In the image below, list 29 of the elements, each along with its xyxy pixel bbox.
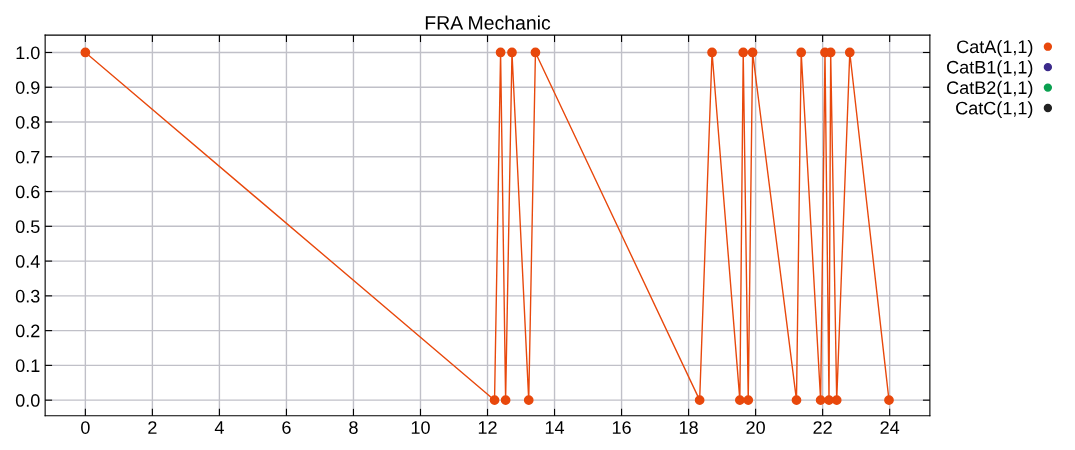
legend-label: CatA(1,1) bbox=[957, 39, 1033, 57]
y-tick-label: 0.6 bbox=[15, 185, 40, 199]
x-tick-label: 18 bbox=[679, 421, 698, 434]
x-tick-label: 6 bbox=[282, 421, 291, 434]
x-tick-label: 16 bbox=[612, 421, 631, 434]
x-tick-label: 12 bbox=[478, 421, 497, 434]
y-tick-label: 0.8 bbox=[15, 115, 40, 129]
x-tick-label: 4 bbox=[214, 421, 224, 434]
y-tick-label: 0.2 bbox=[15, 324, 40, 338]
y-tick-label: 0.7 bbox=[15, 150, 40, 164]
y-tick-label: 0.3 bbox=[15, 289, 40, 303]
y-tick-label: 0.9 bbox=[15, 81, 40, 94]
x-tick-label: 20 bbox=[746, 421, 765, 434]
x-tick-label: 14 bbox=[545, 421, 565, 434]
x-tick-label: 24 bbox=[880, 421, 900, 434]
y-tick-label: 0.1 bbox=[15, 359, 40, 373]
x-tick-label: 2 bbox=[148, 421, 157, 434]
y-tick-label: 0.5 bbox=[15, 220, 40, 234]
y-tick-label: 0.0 bbox=[15, 394, 40, 407]
legend-label: CatB2(1,1) bbox=[947, 80, 1033, 98]
y-tick-label: 0.4 bbox=[15, 255, 40, 268]
x-tick-label: 8 bbox=[349, 421, 358, 434]
x-tick-label: 10 bbox=[411, 421, 430, 434]
chart-title: FRA Mechanic bbox=[425, 15, 551, 30]
x-tick-label: 0 bbox=[81, 421, 90, 434]
legend-label: CatC(1,1) bbox=[956, 101, 1033, 119]
legend-label: CatB1(1,1) bbox=[947, 60, 1033, 78]
y-tick-label: 1.0 bbox=[16, 46, 40, 60]
x-tick-label: 22 bbox=[813, 421, 832, 434]
